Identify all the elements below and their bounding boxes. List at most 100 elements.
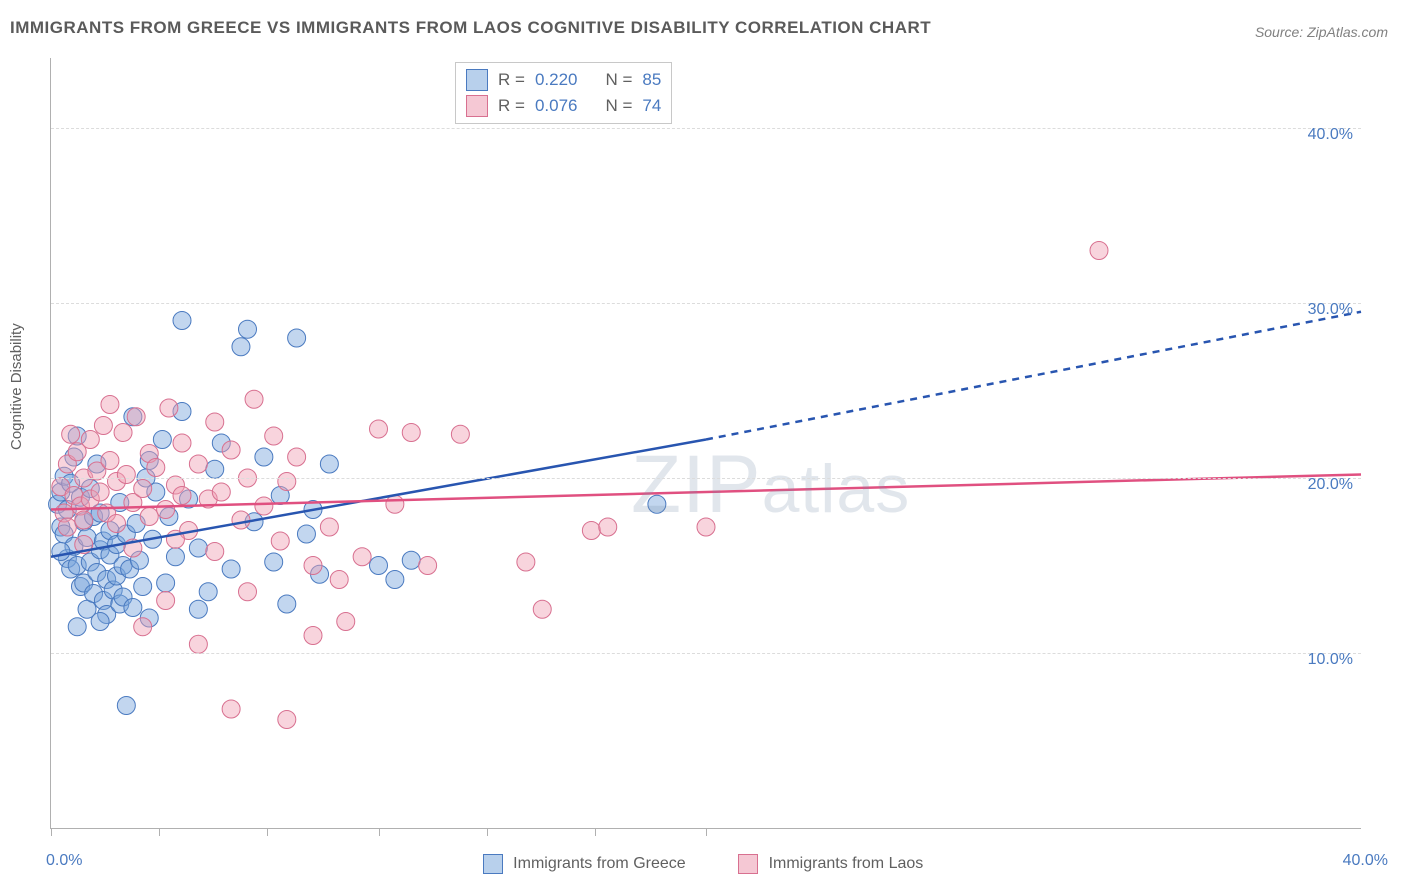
data-point-laos (533, 600, 551, 618)
data-point-laos (222, 441, 240, 459)
data-point-laos (451, 425, 469, 443)
data-point-laos (271, 532, 289, 550)
data-point-greece (239, 320, 257, 338)
data-point-laos (304, 627, 322, 645)
stats-row-laos: R = 0.076 N = 74 (466, 93, 661, 119)
legend-label-greece: Immigrants from Greece (513, 855, 685, 872)
data-point-greece (297, 525, 315, 543)
data-point-greece (166, 548, 184, 566)
data-point-laos (222, 700, 240, 718)
data-point-laos (189, 455, 207, 473)
r-value-greece: 0.220 (535, 70, 578, 90)
x-tick (267, 828, 268, 836)
data-point-laos (330, 571, 348, 589)
r-label: R = (498, 96, 525, 116)
bottom-legend: Immigrants from Greece Immigrants from L… (0, 854, 1406, 874)
data-point-laos (114, 424, 132, 442)
data-point-greece (370, 557, 388, 575)
stats-row-greece: R = 0.220 N = 85 (466, 67, 661, 93)
data-point-laos (160, 399, 178, 417)
data-point-greece (117, 697, 135, 715)
data-point-laos (265, 427, 283, 445)
data-point-greece (134, 578, 152, 596)
data-point-laos (101, 452, 119, 470)
data-point-greece (173, 312, 191, 330)
stats-legend-box: R = 0.220 N = 85 R = 0.076 N = 74 (455, 62, 672, 124)
data-point-laos (173, 434, 191, 452)
data-point-laos (245, 390, 263, 408)
data-point-laos (386, 495, 404, 513)
data-point-laos (419, 557, 437, 575)
data-point-laos (94, 417, 112, 435)
data-point-greece (91, 613, 109, 631)
data-point-greece (265, 553, 283, 571)
data-point-laos (157, 592, 175, 610)
data-point-greece (320, 455, 338, 473)
data-point-laos (320, 518, 338, 536)
data-point-greece (52, 543, 70, 561)
legend-item-laos: Immigrants from Laos (738, 854, 923, 874)
plot-area: ZIPatlas 10.0%20.0%30.0%40.0% (50, 58, 1361, 829)
data-point-greece (68, 618, 86, 636)
data-point-greece (157, 574, 175, 592)
data-point-greece (402, 551, 420, 569)
x-tick (51, 828, 52, 836)
data-point-laos (232, 511, 250, 529)
data-point-greece (386, 571, 404, 589)
data-point-laos (134, 480, 152, 498)
data-point-laos (517, 553, 535, 571)
gridline (51, 478, 1361, 479)
r-value-laos: 0.076 (535, 96, 578, 116)
swatch-laos (466, 95, 488, 117)
x-tick (379, 828, 380, 836)
x-tick (487, 828, 488, 836)
legend-swatch-laos (738, 854, 758, 874)
y-tick-label: 20.0% (1308, 476, 1353, 494)
x-tick (159, 828, 160, 836)
watermark: ZIPatlas (631, 438, 910, 532)
n-value-laos: 74 (642, 96, 661, 116)
gridline (51, 303, 1361, 304)
n-label: N = (605, 96, 632, 116)
data-point-laos (173, 487, 191, 505)
data-point-laos (127, 408, 145, 426)
data-point-laos (1090, 242, 1108, 260)
data-point-laos (353, 548, 371, 566)
data-point-laos (58, 518, 76, 536)
data-point-laos (288, 448, 306, 466)
data-point-laos (304, 557, 322, 575)
y-tick-label: 10.0% (1308, 651, 1353, 669)
data-point-laos (117, 466, 135, 484)
data-point-laos (189, 635, 207, 653)
n-label: N = (605, 70, 632, 90)
data-point-laos (255, 497, 273, 515)
data-point-laos (62, 425, 80, 443)
gridline (51, 128, 1361, 129)
data-point-laos (278, 711, 296, 729)
data-point-greece (288, 329, 306, 347)
data-point-laos (402, 424, 420, 442)
data-point-laos (239, 583, 257, 601)
legend-swatch-greece (483, 854, 503, 874)
source-attribution: Source: ZipAtlas.com (1255, 24, 1388, 40)
data-point-laos (206, 543, 224, 561)
swatch-greece (466, 69, 488, 91)
data-point-greece (206, 460, 224, 478)
data-point-laos (337, 613, 355, 631)
gridline (51, 653, 1361, 654)
data-point-greece (153, 431, 171, 449)
n-value-greece: 85 (642, 70, 661, 90)
data-point-laos (278, 473, 296, 491)
y-axis-label: Cognitive Disability (8, 323, 25, 450)
data-point-laos (101, 396, 119, 414)
data-point-greece (278, 595, 296, 613)
chart-title: IMMIGRANTS FROM GREECE VS IMMIGRANTS FRO… (10, 18, 931, 38)
data-point-laos (582, 522, 600, 540)
data-point-laos (81, 431, 99, 449)
data-point-laos (157, 501, 175, 519)
data-point-greece (189, 600, 207, 618)
data-point-laos (206, 413, 224, 431)
data-point-laos (108, 515, 126, 533)
data-point-laos (91, 483, 109, 501)
data-point-greece (189, 539, 207, 557)
